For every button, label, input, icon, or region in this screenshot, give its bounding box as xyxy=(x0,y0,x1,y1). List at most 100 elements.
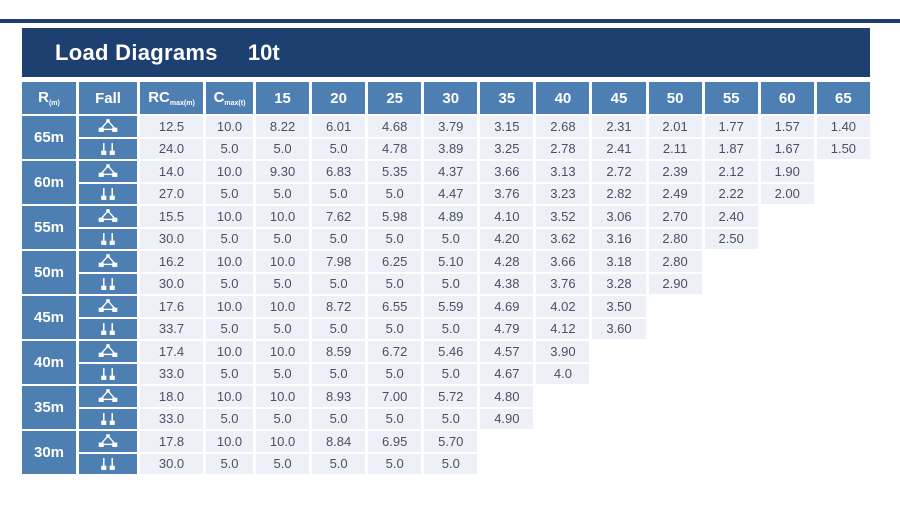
column-header-radius-35: 35 xyxy=(480,82,534,114)
four-fall-icon xyxy=(79,434,137,448)
column-header-radius-50: 50 xyxy=(648,82,702,114)
table-row: 33.0 5.0 5.0 5.0 5.0 5.0 4.67 4.0 xyxy=(22,363,870,385)
empty-cell xyxy=(536,386,589,407)
load-value-cell: 5.0 xyxy=(256,138,310,159)
empty-cell xyxy=(705,431,758,452)
load-value-cell: 3.60 xyxy=(592,318,646,339)
row-label-radius: 30m xyxy=(22,431,76,474)
load-value-cell: 8.84 xyxy=(312,431,366,452)
unit-subscript: (m) xyxy=(48,100,60,107)
load-value-cell: 10.0 xyxy=(256,386,310,407)
load-value-cell: 3.13 xyxy=(536,161,590,182)
load-value-cell: 3.06 xyxy=(592,206,646,227)
empty-cell xyxy=(705,454,758,475)
load-value-cell: 5.0 xyxy=(256,318,310,339)
c-max-cell: 10.0 xyxy=(206,431,253,452)
empty-cell xyxy=(761,296,814,317)
c-max-cell: 10.0 xyxy=(206,386,253,407)
load-value-cell: 5.0 xyxy=(368,408,422,429)
load-value-cell: 3.62 xyxy=(536,228,590,249)
load-value-cell: 10.0 xyxy=(256,431,310,452)
two-fall-icon xyxy=(79,277,137,291)
load-value-cell: 3.50 xyxy=(592,296,646,317)
load-value-cell: 2.82 xyxy=(592,183,646,204)
load-value-cell: 5.0 xyxy=(424,228,478,249)
load-value-cell: 4.79 xyxy=(480,318,534,339)
load-value-cell: 7.98 xyxy=(312,251,366,272)
header-row: R(m) Fall RCmax(m) Cmax(t) 15 20 25 30 35 40 45 50 5… xyxy=(22,82,870,114)
row-label-radius: 45m xyxy=(22,296,76,339)
empty-cell xyxy=(536,431,589,452)
fall-icon-cell xyxy=(79,161,137,182)
load-value-cell: 2.50 xyxy=(704,228,758,249)
load-value-cell: 2.70 xyxy=(648,206,702,227)
fall-icon-cell xyxy=(79,363,137,384)
load-value-cell: 3.23 xyxy=(536,183,590,204)
c-max-cell: 5.0 xyxy=(206,183,253,204)
load-value-cell: 4.0 xyxy=(536,363,590,384)
fall-icon-cell xyxy=(79,138,137,159)
load-value-cell: 3.89 xyxy=(424,138,478,159)
empty-cell xyxy=(761,386,814,407)
load-value-cell: 5.10 xyxy=(424,251,478,272)
empty-cell xyxy=(761,409,814,430)
empty-cell xyxy=(761,251,814,272)
c-max-cell: 10.0 xyxy=(206,206,253,227)
load-value-cell: 1.67 xyxy=(760,138,814,159)
empty-cell xyxy=(817,319,870,340)
four-fall-icon xyxy=(79,119,137,133)
load-value-cell: 5.0 xyxy=(256,453,310,474)
load-value-cell: 5.0 xyxy=(368,363,422,384)
load-value-cell: 4.89 xyxy=(424,206,478,227)
two-fall-icon xyxy=(79,457,137,471)
c-max-cell: 10.0 xyxy=(206,251,253,272)
column-header-r: R(m) xyxy=(22,82,76,114)
top-rule xyxy=(0,19,900,23)
load-value-cell: 2.78 xyxy=(536,138,590,159)
fall-icon-cell xyxy=(79,116,137,137)
c-max-cell: 10.0 xyxy=(206,296,253,317)
load-value-cell: 6.83 xyxy=(312,161,366,182)
table-row: 40m 17.4 10.0 10.0 8.59 6.72 5.46 4.57 3.90 xyxy=(22,341,870,384)
c-max-cell: 5.0 xyxy=(206,408,253,429)
empty-cell xyxy=(649,454,702,475)
load-value-cell: 3.25 xyxy=(480,138,534,159)
c-max-cell: 10.0 xyxy=(206,116,253,137)
load-value-cell: 4.10 xyxy=(480,206,534,227)
table-row: 35m 18.0 10.0 10.0 8.93 7.00 5.72 4.80 xyxy=(22,386,870,429)
load-value-cell: 5.0 xyxy=(312,318,366,339)
empty-cell xyxy=(705,364,758,385)
load-value-cell: 5.0 xyxy=(424,408,478,429)
empty-cell xyxy=(817,161,870,182)
row-label-radius: 55m xyxy=(22,206,76,249)
empty-cell xyxy=(705,409,758,430)
four-fall-icon xyxy=(79,299,137,313)
load-value-cell: 2.40 xyxy=(704,206,758,227)
load-value-cell: 5.0 xyxy=(256,273,310,294)
header-label: R xyxy=(38,89,49,106)
load-value-cell: 4.78 xyxy=(368,138,422,159)
rc-max-cell: 17.6 xyxy=(140,296,203,317)
unit-subscript: max(m) xyxy=(169,100,195,107)
load-value-cell: 2.72 xyxy=(592,161,646,182)
empty-cell xyxy=(817,251,870,272)
fall-icon-cell xyxy=(79,318,137,339)
empty-cell xyxy=(649,364,702,385)
empty-cell xyxy=(536,409,589,430)
load-value-cell: 2.80 xyxy=(648,228,702,249)
rc-max-cell: 12.5 xyxy=(140,116,203,137)
load-value-cell: 5.98 xyxy=(368,206,422,227)
empty-cell xyxy=(649,409,702,430)
fall-icon-cell xyxy=(79,341,137,362)
fall-icon-cell xyxy=(79,386,137,407)
rc-max-cell: 33.0 xyxy=(140,408,203,429)
load-value-cell: 2.68 xyxy=(536,116,590,137)
load-value-cell: 5.0 xyxy=(424,318,478,339)
fall-icon-cell xyxy=(79,273,137,294)
load-value-cell: 5.0 xyxy=(424,453,478,474)
column-header-radius-30: 30 xyxy=(424,82,478,114)
four-fall-icon xyxy=(79,389,137,403)
empty-cell xyxy=(536,454,589,475)
title-bar: Load Diagrams 10t xyxy=(22,28,870,77)
empty-cell xyxy=(592,409,645,430)
